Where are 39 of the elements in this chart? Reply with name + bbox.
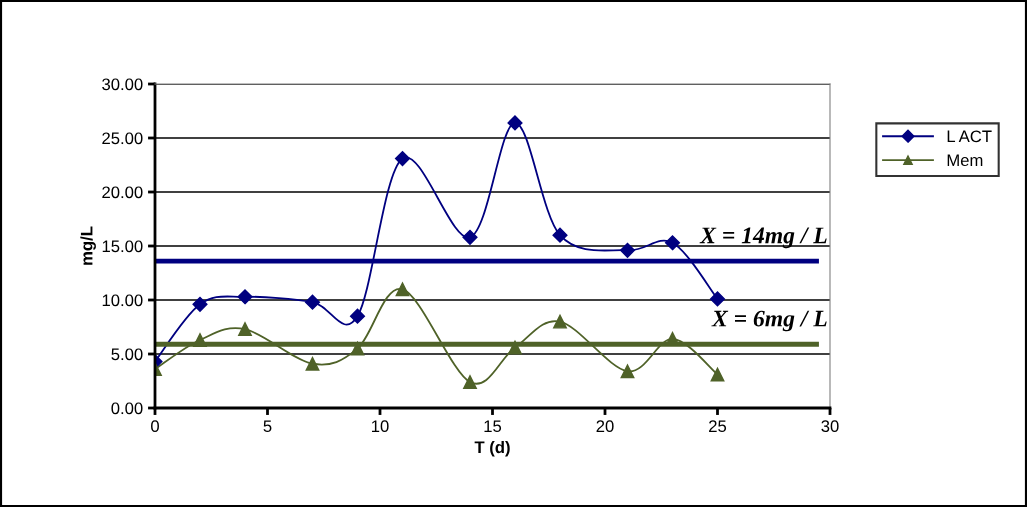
x-tick-label: 5	[263, 420, 272, 433]
x-tick-label: 15	[484, 420, 502, 433]
y-tick-label: 30.00	[102, 78, 143, 91]
x-tick-label: 30	[821, 420, 839, 433]
y-tick-label: 5.00	[111, 348, 143, 361]
ref-line-label: X = 14mg / L	[699, 227, 827, 249]
point	[237, 289, 253, 305]
point	[462, 229, 478, 245]
point	[349, 308, 366, 324]
y-tick-label: 10.00	[102, 294, 143, 307]
point	[709, 291, 726, 307]
x-tick-label: 25	[709, 420, 727, 433]
legend-label: L ACT	[947, 130, 992, 143]
point	[552, 227, 568, 243]
point	[553, 314, 567, 329]
point	[507, 115, 523, 131]
point	[395, 282, 410, 297]
y-tick-label: 15.00	[102, 240, 143, 253]
x-axis-title: T (d)	[474, 440, 510, 457]
point	[620, 364, 635, 379]
point	[304, 294, 321, 310]
x-tick-label: 0	[151, 420, 159, 433]
point	[238, 322, 252, 337]
legend-label: Mem	[947, 154, 983, 167]
point	[463, 375, 477, 390]
point	[619, 242, 636, 258]
point	[664, 235, 681, 251]
x-tick-label: 20	[596, 420, 614, 433]
point	[192, 296, 208, 312]
point	[710, 367, 725, 382]
y-tick-label: 20.00	[102, 186, 143, 199]
x-tick-label: 10	[372, 420, 389, 433]
point	[305, 356, 320, 371]
point	[350, 341, 365, 356]
y-axis-title: mg/L	[80, 226, 96, 265]
ref-line-label: X = 6mg / L	[711, 310, 827, 332]
point	[394, 150, 411, 167]
y-tick-label: 0.00	[111, 402, 143, 415]
y-tick-label: 25.00	[102, 132, 143, 145]
